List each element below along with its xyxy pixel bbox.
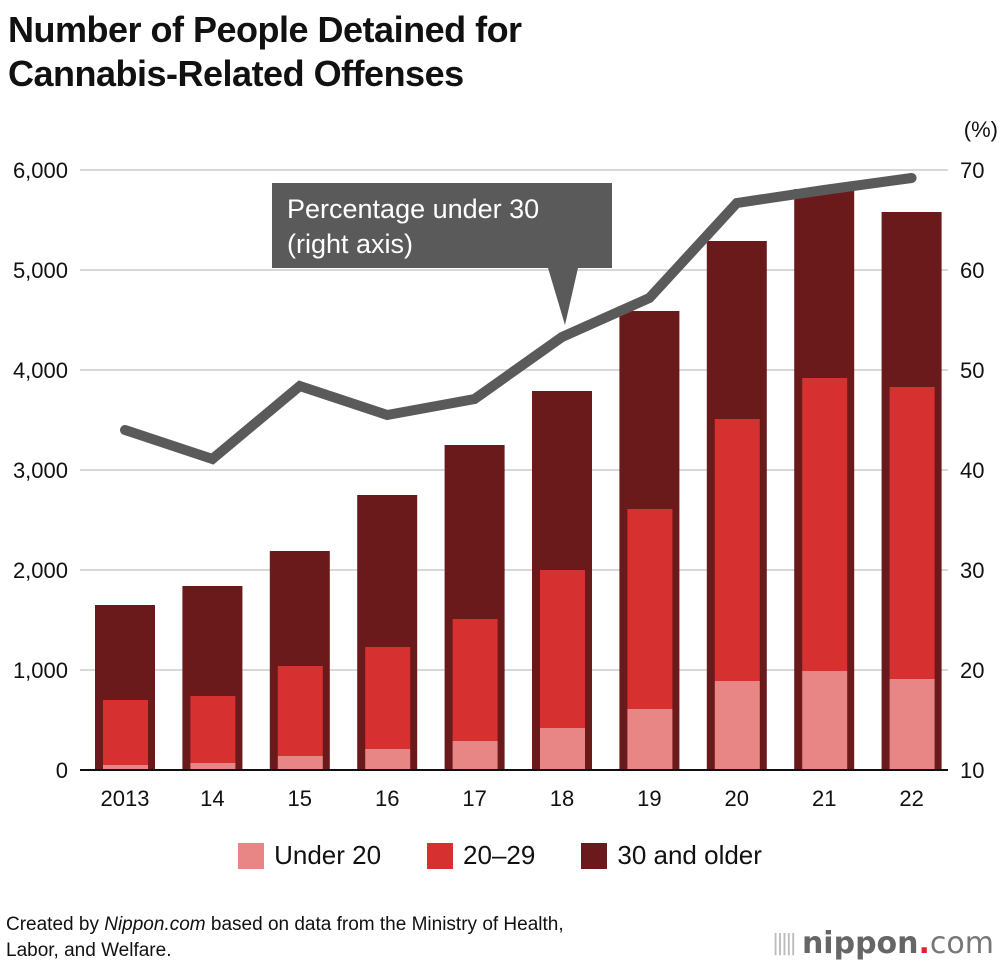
footer-brand: Nippon.com — [104, 914, 206, 935]
bar-20-29 — [627, 509, 673, 709]
bar-20-29 — [802, 378, 848, 671]
source-note: Created by Nippon.com based on data from… — [6, 912, 564, 964]
bar-stack-17 — [444, 445, 505, 770]
x-tick-label: 20 — [725, 786, 749, 811]
y-tick-label: 6,000 — [13, 158, 68, 183]
y2-axis-label: (%) — [964, 117, 998, 142]
callout-line-2: (right axis) — [287, 229, 413, 259]
x-tick-label: 16 — [375, 786, 399, 811]
nippon-logo: ||||| nippon.com — [772, 926, 994, 961]
bar-stack-21 — [794, 189, 855, 770]
y2-tick-label: 20 — [960, 658, 984, 683]
callout-box — [272, 183, 612, 325]
y2-tick-label: 40 — [960, 458, 984, 483]
bar-stack-2013 — [95, 605, 155, 770]
x-tick-label: 22 — [899, 786, 923, 811]
bar-under-20 — [889, 679, 935, 770]
bar-stack-14 — [182, 586, 243, 770]
footer-line-2: Labor, and Welfare. — [6, 940, 172, 961]
bar-under-20 — [365, 749, 411, 770]
bar-under-20 — [802, 671, 848, 770]
bar-20-29 — [889, 387, 935, 679]
bar-under-20 — [627, 709, 673, 770]
x-tick-label: 17 — [462, 786, 486, 811]
bar-under-20 — [540, 728, 585, 770]
logo-dot: . — [918, 926, 930, 961]
bar-20-29 — [540, 570, 585, 728]
bar-20-29 — [452, 619, 498, 741]
legend-item-30-older: 30 and older — [581, 840, 762, 871]
legend: Under 20 20–29 30 and older — [0, 840, 1000, 871]
logo-name: nippon — [801, 926, 919, 961]
legend-item-under-20: Under 20 — [238, 840, 381, 871]
y2-tick-label: 30 — [960, 558, 984, 583]
legend-label: 20–29 — [463, 840, 536, 870]
x-tick-label: 2013 — [101, 786, 150, 811]
legend-item-20-29: 20–29 — [427, 840, 535, 871]
bar-under-20 — [277, 756, 323, 770]
bar-under-20 — [190, 763, 236, 770]
bar-20-29 — [190, 696, 236, 763]
title-line-1: Number of People Detained for — [8, 9, 522, 50]
bar-stack-19 — [619, 311, 680, 770]
y2-tick-label: 60 — [960, 258, 984, 283]
sound-wave-icon: ||||| — [771, 931, 797, 956]
footer-suffix: based on data from the Ministry of Healt… — [205, 914, 564, 935]
bar-under-20 — [452, 741, 498, 770]
title-line-2: Cannabis-Related Offenses — [8, 53, 464, 94]
chart-title: Number of People Detained for Cannabis-R… — [8, 8, 522, 96]
legend-swatch — [427, 842, 454, 869]
footer-prefix: Created by — [6, 914, 105, 935]
bar-stack-16 — [357, 495, 418, 770]
bar-stack-15 — [269, 551, 330, 770]
bar-20-29 — [714, 419, 760, 681]
y-tick-label: 0 — [56, 758, 68, 783]
bar-stack-22 — [881, 212, 942, 770]
bar-stack-20 — [706, 241, 767, 770]
callout: Percentage under 30 (right axis) — [272, 183, 612, 325]
x-tick-label: 15 — [288, 786, 312, 811]
callout-line-1: Percentage under 30 — [287, 194, 539, 224]
y-tick-label: 3,000 — [13, 458, 68, 483]
x-tick-label: 18 — [550, 786, 574, 811]
y-tick-label: 2,000 — [13, 558, 68, 583]
y2-tick-label: 70 — [960, 158, 984, 183]
x-tick-label: 21 — [812, 786, 836, 811]
legend-label: 30 and older — [617, 840, 762, 870]
bar-under-20 — [714, 681, 760, 770]
legend-label: Under 20 — [274, 840, 382, 870]
y2-tick-label: 50 — [960, 358, 984, 383]
y-tick-label: 5,000 — [13, 258, 68, 283]
bar-stack-18 — [532, 391, 592, 770]
logo-tld: com — [929, 926, 994, 961]
x-tick-label: 14 — [200, 786, 224, 811]
x-tick-label: 19 — [637, 786, 661, 811]
bar-20-29 — [277, 666, 323, 756]
y-tick-label: 4,000 — [13, 358, 68, 383]
legend-swatch — [238, 842, 265, 869]
y2-tick-label: 10 — [960, 758, 984, 783]
y-tick-label: 1,000 — [13, 658, 68, 683]
bar-20-29 — [365, 647, 411, 749]
bar-20-29 — [103, 700, 148, 765]
bar-under-20 — [103, 765, 148, 770]
legend-swatch — [581, 842, 608, 869]
line-percentage-under-30 — [120, 173, 917, 465]
